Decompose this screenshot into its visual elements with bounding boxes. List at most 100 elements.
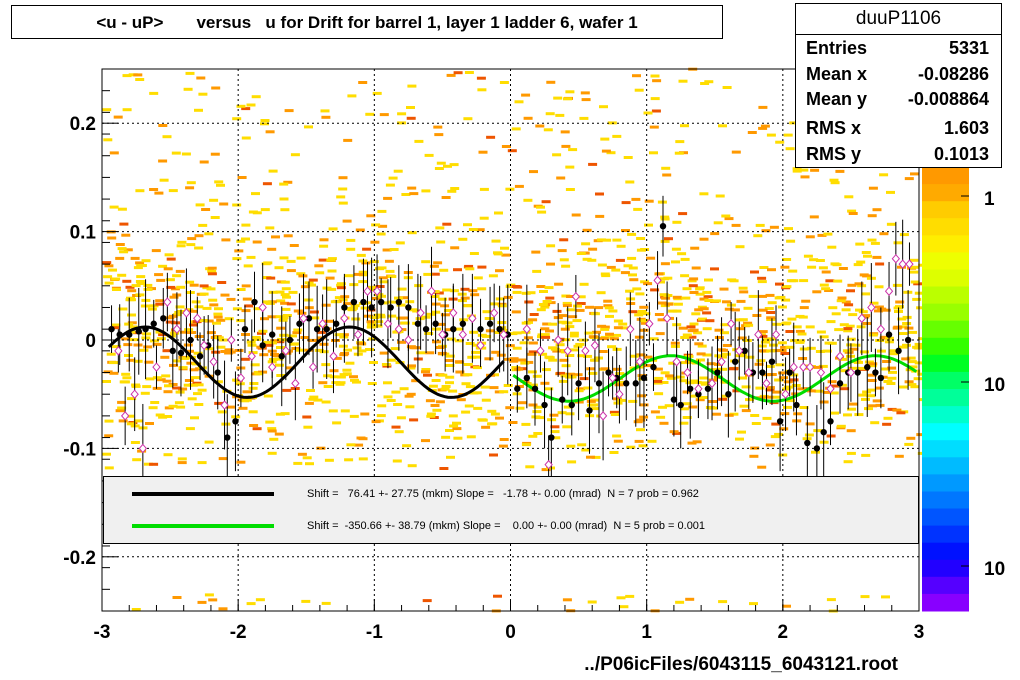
hist-cell	[469, 252, 479, 255]
hist-cell	[665, 374, 675, 378]
hist-cell	[604, 306, 614, 310]
hist-cell	[839, 323, 849, 327]
hist-cell	[843, 460, 853, 464]
hist-cell	[169, 295, 179, 299]
hist-cell	[906, 356, 916, 360]
hist-cell	[477, 287, 487, 291]
hist-cell	[184, 308, 194, 312]
hist-cell	[189, 283, 199, 287]
hist-cell	[786, 239, 796, 243]
hist-cell	[690, 394, 700, 398]
hist-cell	[731, 223, 741, 227]
hist-cell	[729, 412, 739, 416]
hist-cell	[680, 274, 690, 278]
palette-band	[922, 320, 969, 339]
hist-cell	[826, 598, 836, 602]
hist-cell	[765, 443, 775, 447]
hist-cell	[344, 274, 354, 278]
hist-cell	[302, 456, 312, 460]
hist-cell	[409, 418, 419, 422]
hist-cell	[729, 367, 738, 371]
point-open	[363, 286, 372, 296]
hist-cell	[374, 320, 384, 324]
hist-cell	[657, 301, 667, 305]
hist-cell	[612, 333, 622, 337]
hist-cell	[498, 328, 508, 332]
hist-cell	[298, 274, 308, 278]
hist-cell	[532, 269, 542, 273]
hist-cell	[395, 241, 405, 245]
fit-legend-line-black	[132, 492, 274, 496]
hist-cell	[660, 239, 670, 243]
hist-cell	[377, 404, 387, 408]
hist-cell	[724, 307, 734, 311]
fit-legend-text: Shift = -350.66 +- 38.79 (mkm) Slope = 0…	[307, 520, 706, 532]
hist-cell	[475, 228, 485, 232]
point-filled	[650, 363, 657, 371]
hist-cell	[582, 228, 592, 232]
hist-cell	[825, 279, 835, 283]
hist-cell	[708, 400, 718, 403]
hist-cell	[102, 380, 111, 383]
stat-label: RMS x	[806, 118, 862, 138]
hist-cell	[816, 330, 826, 334]
hist-cell	[326, 258, 336, 262]
hist-cell	[444, 309, 453, 312]
hist-cell	[155, 413, 165, 417]
hist-cell	[334, 333, 344, 337]
hist-cell	[853, 263, 863, 267]
hist-cell	[819, 335, 829, 339]
hist-cell	[135, 293, 145, 297]
stat-value: 0.1013	[933, 144, 989, 164]
hist-cell	[650, 97, 660, 101]
hist-cell	[411, 346, 421, 350]
hist-cell	[766, 311, 776, 314]
hist-cell	[758, 105, 768, 109]
hist-cell	[456, 398, 466, 402]
hist-cell	[468, 289, 478, 293]
hist-cell	[603, 304, 613, 308]
hist-cell	[219, 202, 229, 206]
palette-band	[922, 559, 969, 578]
histogram-cells	[102, 67, 928, 613]
hist-cell	[846, 289, 855, 293]
hist-cell	[198, 223, 208, 227]
hist-cell	[818, 266, 828, 270]
point-filled	[432, 320, 439, 327]
hist-cell	[827, 380, 837, 384]
hist-cell	[623, 156, 633, 159]
hist-cell	[597, 238, 606, 242]
point-filled	[313, 325, 321, 333]
hist-cell	[397, 112, 407, 116]
hist-cell	[409, 192, 419, 196]
hist-cell	[236, 239, 246, 243]
hist-cell	[722, 344, 732, 347]
hist-cell	[528, 434, 538, 438]
hist-cell	[463, 373, 473, 377]
hist-cell	[473, 366, 482, 370]
hist-cell	[512, 346, 522, 350]
hist-cell	[876, 349, 886, 353]
hist-cell	[650, 288, 660, 292]
hist-cell	[528, 403, 538, 407]
hist-cell	[833, 279, 843, 283]
hist-cell	[881, 595, 890, 599]
hist-cell	[267, 451, 277, 455]
hist-cell	[757, 465, 767, 469]
hist-cell	[281, 287, 291, 291]
hist-cell	[783, 380, 793, 384]
point-open	[762, 378, 771, 389]
hist-cell	[634, 313, 644, 317]
point-open	[299, 313, 308, 324]
hist-cell	[445, 364, 455, 367]
hist-cell	[144, 360, 154, 364]
hist-cell	[252, 240, 262, 244]
hist-cell	[267, 427, 277, 431]
x-tick-label: -2	[230, 622, 247, 643]
hist-cell	[171, 321, 180, 325]
hist-cell	[664, 302, 674, 306]
hist-cell	[174, 401, 184, 405]
hist-cell	[382, 248, 392, 252]
hist-cell	[364, 314, 373, 318]
hist-cell	[514, 367, 524, 371]
